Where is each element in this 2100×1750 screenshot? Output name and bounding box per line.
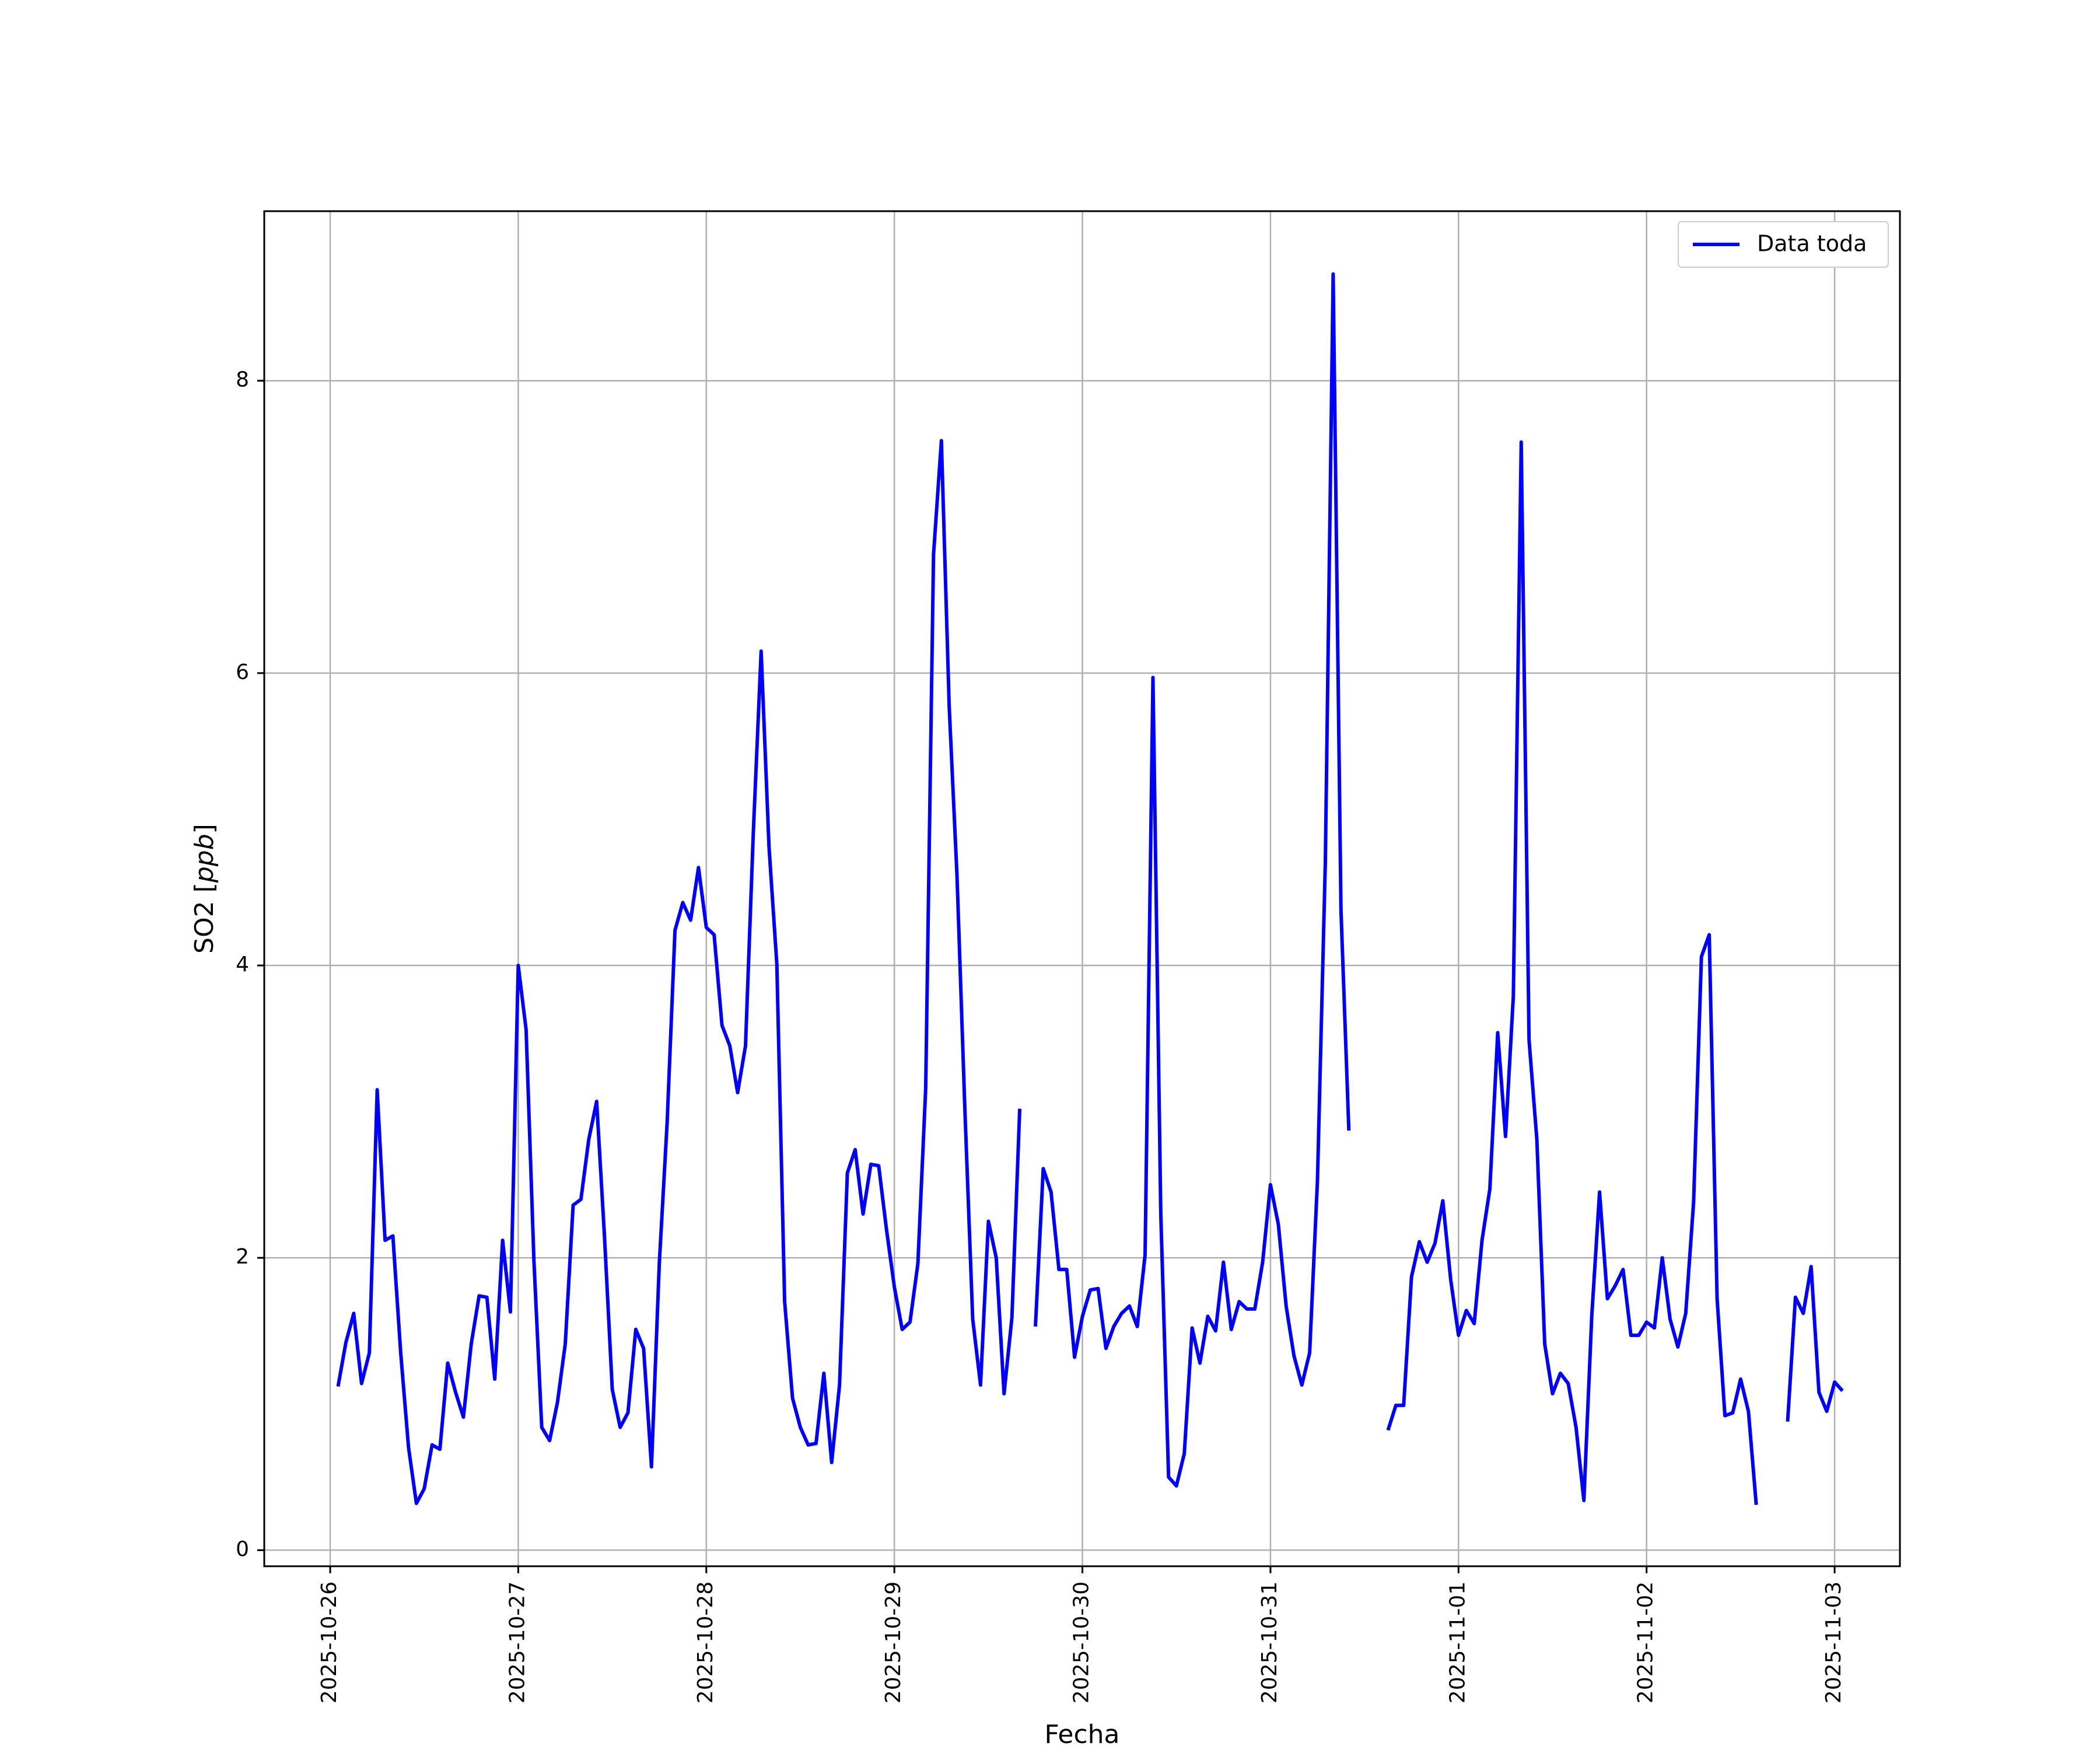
series-line-segment xyxy=(336,439,1022,1506)
x-axis: 2025-10-26 2025-10-27 2025-10-28 2025-10-29… xyxy=(317,1566,1846,1703)
y-tick-label: 4 xyxy=(236,953,249,977)
series-line-segment xyxy=(1786,1265,1844,1422)
x-tick-label: 2025-10-27 xyxy=(505,1581,529,1703)
series-line-segment xyxy=(1034,272,1351,1488)
x-tick-label: 2025-11-03 xyxy=(1822,1581,1846,1703)
y-tick-label: 6 xyxy=(236,660,249,684)
y-tick-label: 2 xyxy=(236,1245,249,1269)
legend: Data toda xyxy=(1678,221,1889,268)
y-tick-label: 8 xyxy=(236,368,249,392)
x-tick-label: 2025-11-02 xyxy=(1634,1581,1658,1703)
x-axis-label: Fecha xyxy=(1044,1720,1119,1749)
y-axis-label: SO2 [ppb] xyxy=(190,824,219,954)
x-tick-label: 2025-10-26 xyxy=(317,1581,341,1703)
grid xyxy=(264,211,1900,1566)
x-tick-label: 2025-10-29 xyxy=(881,1581,905,1703)
x-tick-label: 2025-10-28 xyxy=(694,1581,718,1703)
y-tick-label: 0 xyxy=(236,1537,249,1561)
legend-label-data-toda: Data toda xyxy=(1757,231,1867,257)
y-axis: 0 2 4 6 8 xyxy=(236,368,264,1561)
x-tick-label: 2025-10-30 xyxy=(1070,1581,1094,1703)
series-line-segment xyxy=(1386,440,1758,1506)
series-layer xyxy=(336,272,1844,1506)
x-tick-label: 2025-11-01 xyxy=(1446,1581,1469,1703)
x-tick-label: 2025-10-31 xyxy=(1258,1581,1282,1703)
legend-box xyxy=(1678,221,1889,268)
